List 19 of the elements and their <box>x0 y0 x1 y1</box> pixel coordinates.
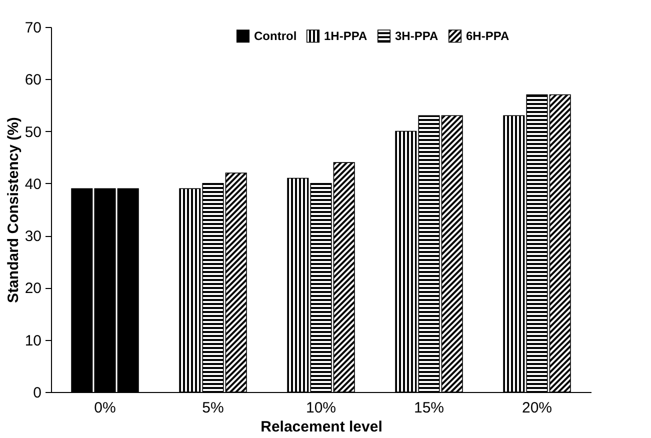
legend-label: 6H-PPA <box>466 29 510 44</box>
y-tick-label: 40 <box>24 176 42 193</box>
y-tick-label: 30 <box>24 228 42 246</box>
x-tick-label: 10% <box>306 400 336 416</box>
legend-label: Control <box>254 29 297 44</box>
legend-label: 3H-PPA <box>395 29 438 44</box>
x-tick-label: 5% <box>202 400 224 416</box>
y-axis-title: Standard Consistency (%) <box>4 117 22 303</box>
y-tick-label: 20 <box>24 280 42 298</box>
x-tick-label: 0% <box>94 400 116 416</box>
y-tick-label: 70 <box>24 20 42 36</box>
x-axis-title: Relacement level <box>260 418 382 436</box>
y-tick-label: 50 <box>24 124 42 141</box>
x-tick-label: 20% <box>522 400 552 416</box>
y-tick-label: 0 <box>33 384 42 402</box>
y-tick-label: 60 <box>24 72 42 89</box>
y-tick-label: 10 <box>24 332 42 350</box>
legend-label: 1H-PPA <box>324 29 368 44</box>
x-tick-label: 15% <box>414 400 444 416</box>
